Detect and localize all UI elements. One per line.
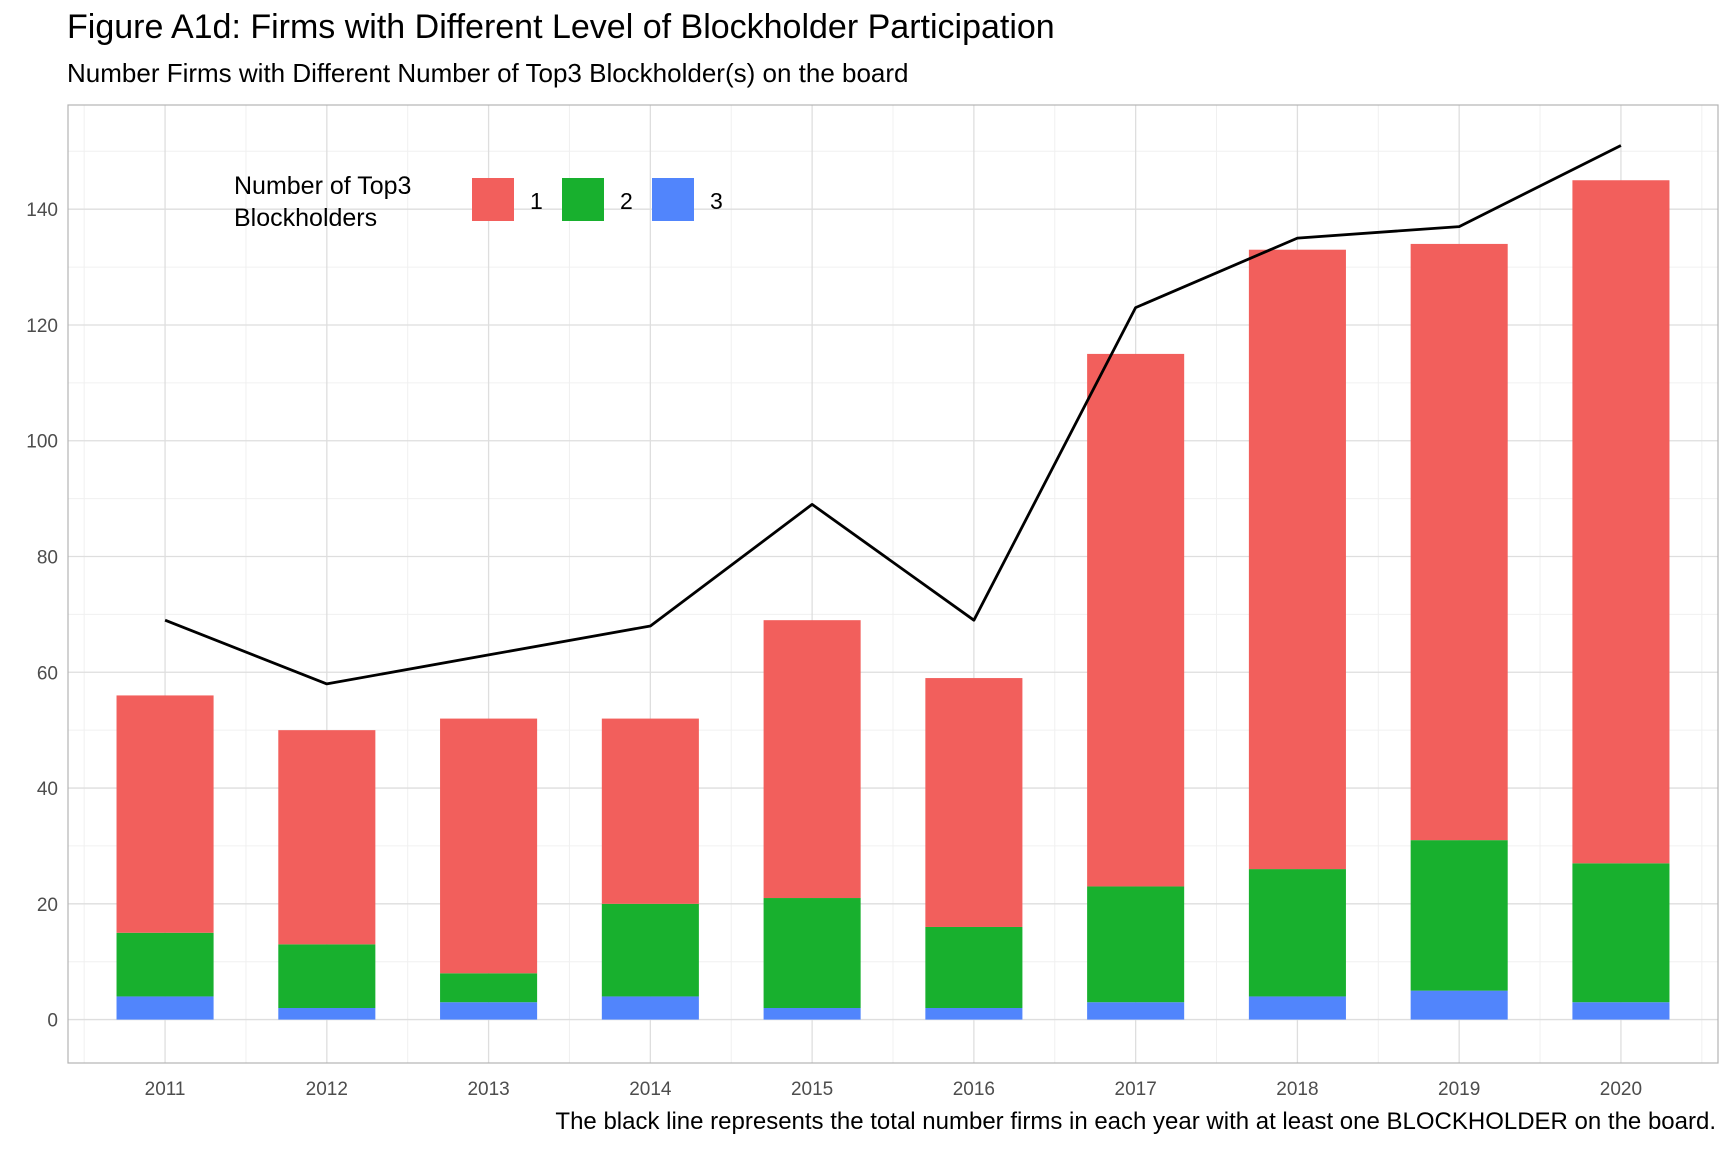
x-axis-ticks: 2011 2012 2013 2014 2015 2016 2017 2018 2019 2020 bbox=[145, 1079, 1642, 1100]
bar-segment-2014-2 bbox=[601, 903, 699, 997]
legend-title-line-2: Blockholders bbox=[234, 204, 377, 232]
bar-segment-2019-3 bbox=[1410, 990, 1508, 1020]
x-tick-label: 2018 bbox=[1276, 1079, 1318, 1100]
bar-segment-2016-1 bbox=[925, 678, 1023, 927]
x-tick-label: 2012 bbox=[306, 1079, 348, 1100]
legend-keys: 1 2 3 bbox=[472, 178, 723, 221]
legend-label-1: 1 bbox=[530, 188, 543, 214]
bar-segment-2014-1 bbox=[601, 718, 699, 904]
bar-segment-2018-1 bbox=[1248, 249, 1346, 870]
bar-segment-2015-3 bbox=[763, 1008, 861, 1020]
bar-segment-2013-2 bbox=[440, 973, 538, 1003]
legend: Number of Top3 Blockholders 1 2 3 bbox=[234, 172, 723, 232]
x-tick-label: 2019 bbox=[1438, 1079, 1480, 1100]
chart-subtitle: Number Firms with Different Number of To… bbox=[67, 58, 909, 88]
bar-segment-2011-2 bbox=[116, 932, 214, 997]
bar-segment-2012-1 bbox=[278, 730, 376, 945]
x-tick-label: 2016 bbox=[953, 1079, 995, 1100]
y-tick-label: 20 bbox=[37, 895, 58, 916]
legend-title-line-1: Number of Top3 bbox=[234, 172, 411, 200]
bar-segment-2017-1 bbox=[1087, 353, 1185, 887]
y-tick-label: 0 bbox=[47, 1011, 58, 1032]
total-firms-line bbox=[164, 144, 1622, 686]
bar-segment-2018-3 bbox=[1248, 996, 1346, 1020]
y-tick-label: 80 bbox=[37, 548, 58, 569]
x-tick-label: 2011 bbox=[145, 1079, 186, 1100]
x-tick-label: 2017 bbox=[1115, 1079, 1157, 1100]
legend-key-1 bbox=[472, 178, 514, 221]
bar-segment-2020-2 bbox=[1572, 863, 1670, 1003]
bar-segment-2013-1 bbox=[440, 718, 538, 974]
x-tick-label: 2014 bbox=[629, 1079, 672, 1100]
y-tick-label: 120 bbox=[26, 316, 58, 337]
bar-segment-2015-1 bbox=[763, 620, 861, 899]
bars bbox=[116, 180, 1670, 1020]
bar-segment-2013-3 bbox=[440, 1002, 538, 1020]
bar-segment-2015-2 bbox=[763, 898, 861, 1009]
chart-title: Figure A1d: Firms with Different Level o… bbox=[67, 8, 1055, 46]
y-tick-label: 60 bbox=[37, 663, 58, 684]
x-tick-label: 2020 bbox=[1600, 1079, 1642, 1100]
bar-segment-2019-1 bbox=[1410, 243, 1508, 841]
y-axis-ticks: 0 20 40 60 80 100 120 140 bbox=[26, 200, 58, 1031]
bar-segment-2011-3 bbox=[116, 996, 214, 1020]
y-tick-label: 140 bbox=[26, 200, 58, 221]
legend-key-3 bbox=[652, 178, 694, 221]
bar-segment-2012-2 bbox=[278, 944, 376, 1009]
legend-key-2 bbox=[562, 178, 604, 221]
bar-segment-2016-3 bbox=[925, 1008, 1023, 1020]
bar-segment-2020-1 bbox=[1572, 180, 1670, 864]
x-tick-label: 2015 bbox=[791, 1079, 833, 1100]
bar-segment-2017-3 bbox=[1087, 1002, 1185, 1020]
y-tick-label: 40 bbox=[37, 779, 58, 800]
panel-border bbox=[67, 104, 1719, 1064]
bar-segment-2016-2 bbox=[925, 926, 1023, 1009]
bar-segment-2019-2 bbox=[1410, 840, 1508, 991]
legend-label-2: 2 bbox=[620, 188, 633, 214]
bar-segment-2011-1 bbox=[116, 695, 214, 933]
total-line bbox=[164, 144, 1622, 686]
x-tick-label: 2013 bbox=[467, 1079, 509, 1100]
legend-label-3: 3 bbox=[710, 188, 723, 214]
bar-segment-2017-2 bbox=[1087, 886, 1185, 1003]
bar-segment-2018-2 bbox=[1248, 869, 1346, 997]
bar-segment-2014-3 bbox=[601, 996, 699, 1020]
bar-segment-2020-3 bbox=[1572, 1002, 1670, 1020]
bar-segment-2012-3 bbox=[278, 1008, 376, 1020]
chart-caption: The black line represents the total numb… bbox=[555, 1108, 1716, 1135]
y-tick-label: 100 bbox=[26, 432, 58, 453]
